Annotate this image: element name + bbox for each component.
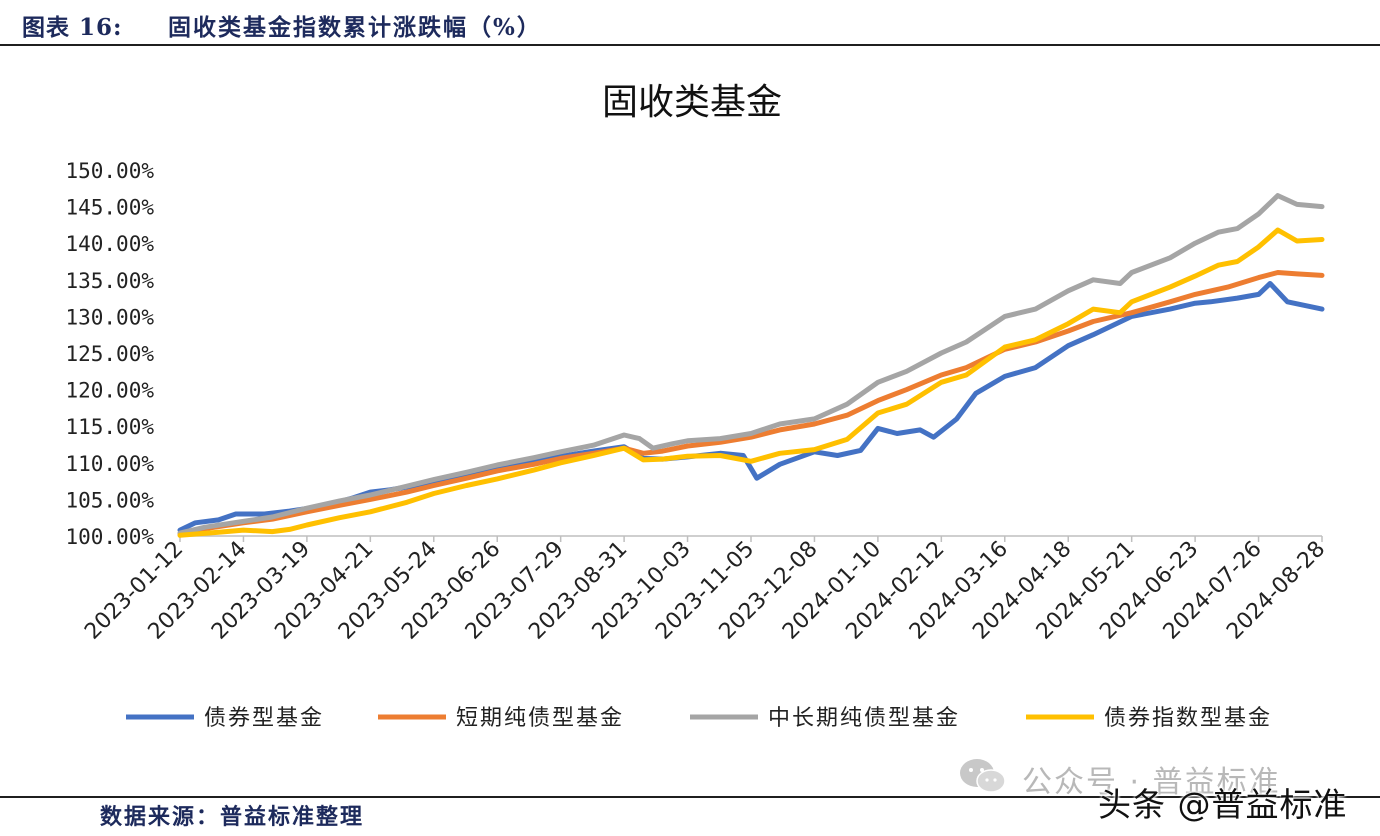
series-line-1 [177,281,1325,533]
chart-series [177,193,1325,538]
legend-label-1: 债券型基金 [204,706,324,731]
y-tick-label: 150.00% [65,159,154,183]
legend-label-4: 债券指数型基金 [1104,706,1272,731]
y-tick-label: 135.00% [65,269,154,293]
chart-axes: 100.00% 105.00% 110.00% 115.00% 120.00% 125.0… [65,159,1330,645]
y-tick-label: 105.00% [65,488,154,512]
y-tick-label: 100.00% [65,525,154,549]
y-tick-label: 130.00% [65,305,154,329]
legend-label-3: 中长期纯债型基金 [768,706,960,731]
y-tick-label: 140.00% [65,232,154,256]
chart-title: 固收类基金 [602,82,782,123]
wechat-icon [960,759,1006,793]
y-tick-label: 120.00% [65,379,154,403]
watermark-toutiao: 头条 @普益标准 [1098,785,1348,824]
series-line-4 [177,227,1325,538]
line-chart: 固收类基金 100.00% 105.00% 110.00% 115.00% 120.00… [65,82,1330,731]
y-tick-label: 115.00% [65,415,154,439]
watermark-account: 公众号 · 普益标准 [1022,765,1281,800]
series-line-2 [177,270,1325,537]
y-tick-label: 145.00% [65,196,154,220]
figure-header: 图表 16: 固收类基金指数累计涨跌幅（%） [0,0,1380,46]
series-line-3 [177,193,1325,536]
data-source: 数据来源：普益标准整理 [100,804,365,830]
legend-label-2: 短期纯债型基金 [456,706,624,731]
y-tick-label: 125.00% [65,342,154,366]
footer-rule [0,796,1380,798]
y-tick-label: 110.00% [65,452,154,476]
figure-caption: 固收类基金指数累计涨跌幅（%） [168,14,542,41]
figure-number: 图表 16: [22,14,123,41]
chart-legend: 债券型基金 短期纯债型基金 中长期纯债型基金 债券指数型基金 [126,706,1272,731]
